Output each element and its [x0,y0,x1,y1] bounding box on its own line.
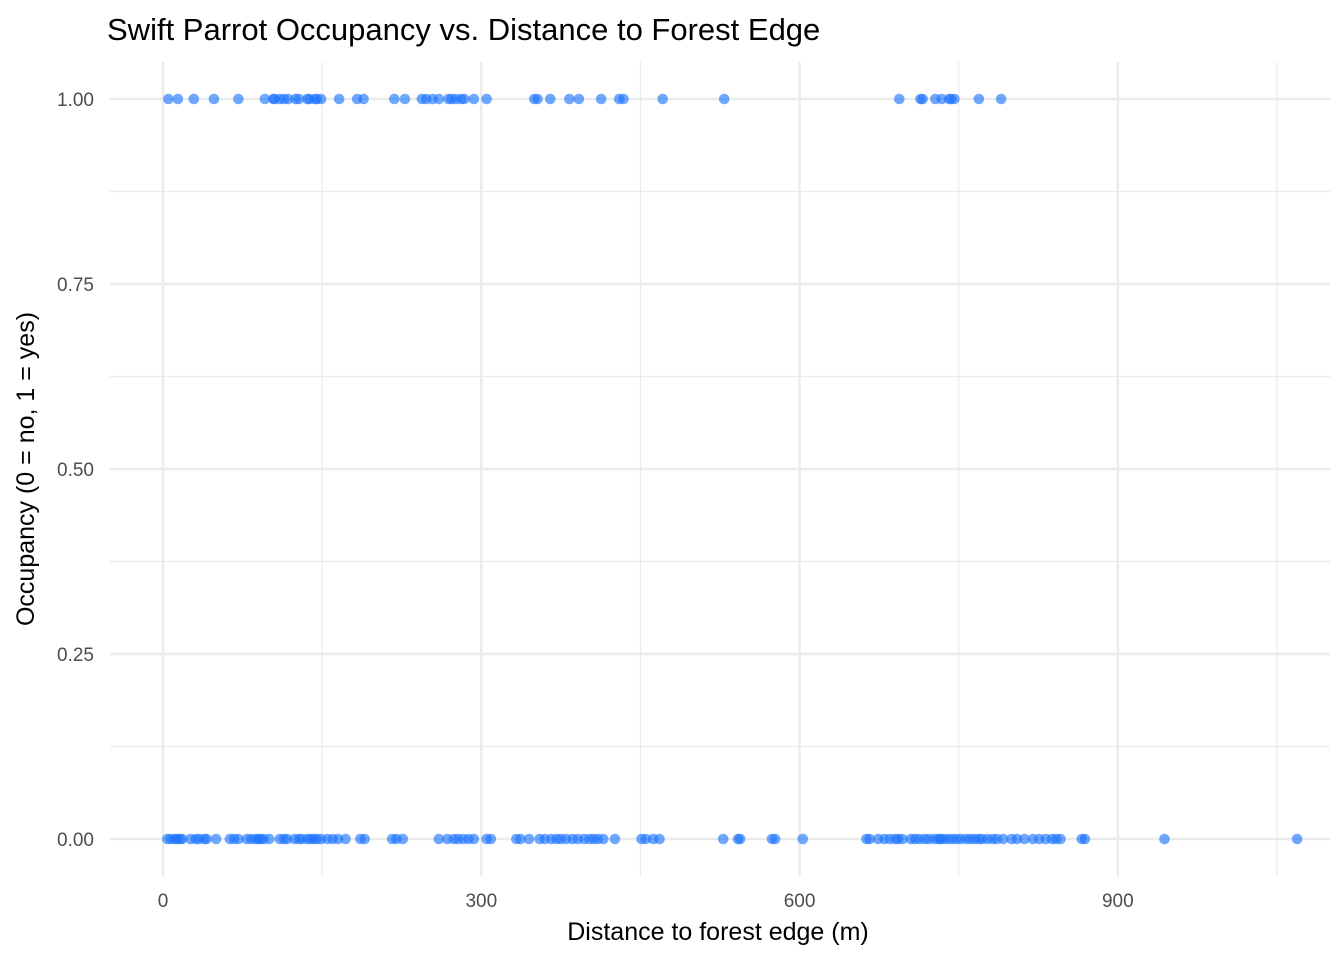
y-tick-label: 0.75 [57,275,94,296]
data-point [654,833,665,845]
data-point [259,93,271,105]
data-point [734,833,746,845]
data-point [210,833,222,845]
data-point [564,93,575,105]
data-point [468,93,480,105]
data-point [281,833,293,845]
y-tick-label: 1.00 [57,90,94,111]
data-point [797,833,809,845]
data-point [459,93,470,105]
y-axis-label: Occupancy (0 = no, 1 = yes) [12,312,40,626]
data-point [949,93,960,105]
data-point [573,93,585,105]
data-point [897,833,908,845]
data-point [315,93,327,105]
data-point [201,833,212,845]
data-point [1019,833,1030,845]
data-point [618,93,629,105]
data-point [1159,833,1170,845]
data-point [163,93,174,105]
data-point [468,833,480,845]
chart-title: Swift Parrot Occupancy vs. Distance to F… [107,12,820,47]
y-tick-label: 0.00 [57,830,94,851]
data-points [161,93,1303,845]
data-point [433,93,445,105]
tick-labels: 0 300 600 900 0.00 0.25 0.50 0.75 1.00 [57,90,1134,912]
data-point [595,93,607,105]
y-tick-label: 0.50 [57,460,94,481]
data-point [515,833,526,845]
data-point [263,833,275,845]
data-point [657,93,669,105]
data-point [718,93,730,105]
data-point [333,93,345,105]
data-point [399,93,411,105]
data-point [893,93,905,105]
x-tick-label: 600 [784,891,816,912]
data-point [997,833,1009,845]
data-point [917,93,928,105]
data-point [1079,833,1091,845]
data-point [332,833,344,845]
data-point [397,833,409,845]
data-point [172,93,184,105]
data-point [358,93,369,105]
data-point [282,93,294,105]
data-point [973,93,985,105]
data-point [1011,833,1023,845]
x-axis-label: Distance to forest edge (m) [567,918,869,946]
data-point [485,833,497,845]
y-tick-label: 0.25 [57,645,94,666]
data-point [188,93,200,105]
data-point [717,833,729,845]
x-tick-label: 900 [1102,891,1134,912]
data-point [359,833,370,845]
data-point [532,93,543,105]
data-point [176,833,188,845]
x-tick-label: 300 [465,891,497,912]
data-point [481,93,492,105]
data-point [598,833,609,845]
data-point [769,833,781,845]
data-point [609,833,621,845]
data-point [340,833,351,845]
data-point [544,93,556,105]
data-point [995,93,1007,105]
data-point [433,833,445,845]
data-point [1291,833,1303,845]
data-point [523,833,535,845]
data-point [233,833,244,845]
data-point [1055,833,1066,845]
data-point [864,833,875,845]
data-point [293,93,305,105]
data-point [233,93,244,105]
data-point [936,93,948,105]
grid-lines [110,62,1330,876]
data-point [389,93,400,105]
data-point [208,93,220,105]
x-tick-label: 0 [158,891,169,912]
data-point [640,833,652,845]
